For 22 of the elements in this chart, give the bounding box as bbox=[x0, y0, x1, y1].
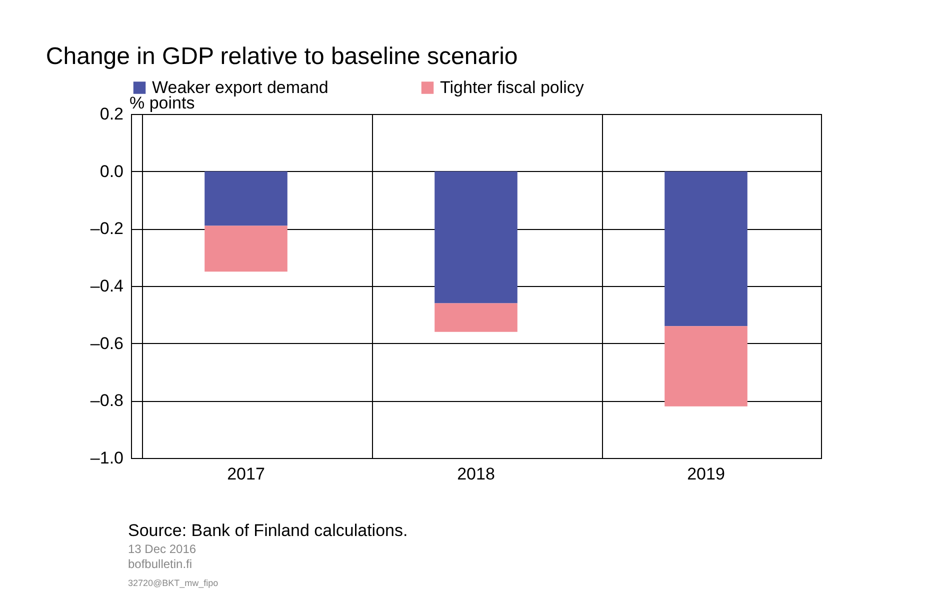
bar bbox=[434, 171, 518, 304]
x-tick-label: 2018 bbox=[457, 464, 495, 484]
y-tick-label: –0.2 bbox=[90, 219, 124, 238]
bar bbox=[434, 303, 518, 332]
text: 13 Dec 2016 bbox=[128, 542, 198, 557]
text: 32720@BKT_mw_fipo bbox=[128, 577, 220, 590]
bar bbox=[664, 326, 748, 406]
x-tick-label: 2019 bbox=[687, 464, 725, 484]
legend-label: Tighter fiscal policy bbox=[440, 78, 584, 97]
y-tick-label: –0.4 bbox=[90, 276, 124, 296]
x-tick-label: 2017 bbox=[227, 464, 265, 484]
y-tick-label: –0.8 bbox=[90, 391, 124, 410]
source-note: Source: Bank of Finland calculations. bbox=[128, 520, 408, 542]
bar bbox=[204, 226, 288, 272]
text: bofbulletin.fi bbox=[128, 557, 194, 572]
chart-title: Change in GDP relative to baseline scenario bbox=[46, 43, 518, 70]
bar bbox=[204, 171, 288, 226]
y-tick-label: –1.0 bbox=[90, 448, 124, 468]
y-tick-label: 0.0 bbox=[100, 162, 124, 181]
y-tick-label: 0.2 bbox=[100, 104, 124, 124]
y-tick-label: –0.6 bbox=[90, 334, 124, 353]
bar bbox=[664, 171, 748, 326]
